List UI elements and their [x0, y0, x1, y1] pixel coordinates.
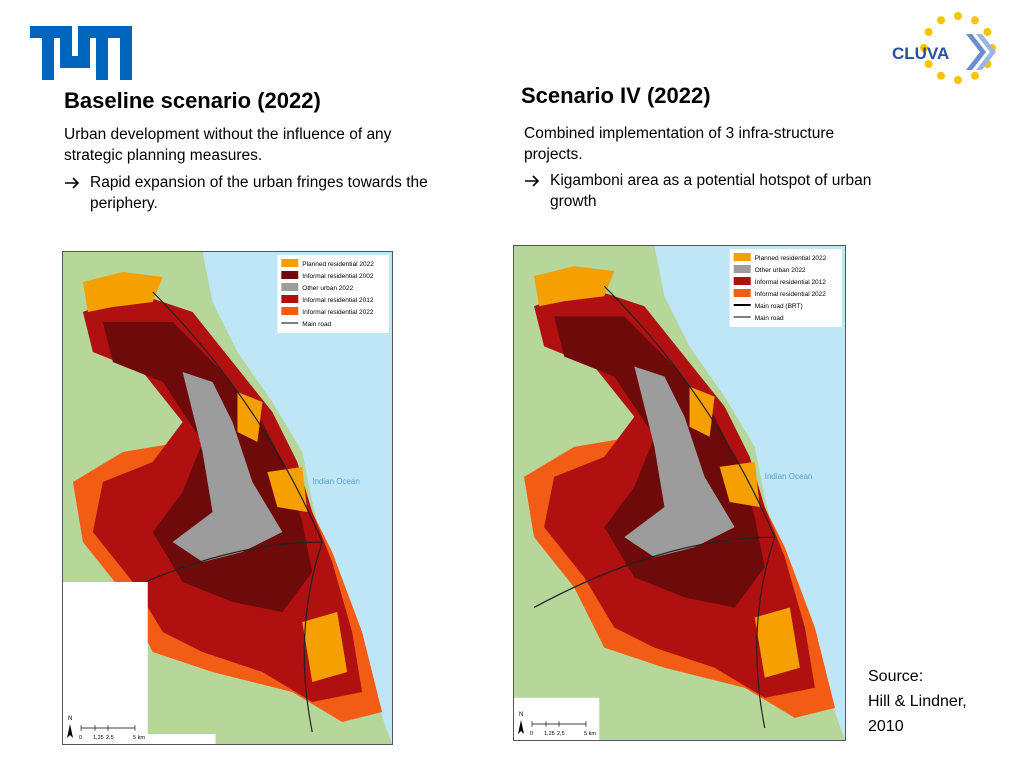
- no-data: [514, 697, 600, 740]
- legend-swatch: [733, 265, 751, 273]
- planned-3: [719, 461, 760, 508]
- ocean-label: Indian Ocean: [765, 472, 813, 481]
- urban-grey: [624, 366, 735, 558]
- scale-label: 5 km: [584, 731, 596, 737]
- source-text: Hill & Lindner, 2010: [868, 693, 967, 735]
- star: [920, 44, 928, 52]
- urban-grey: [172, 372, 283, 562]
- no-data: [63, 582, 148, 744]
- scale-label: 0: [530, 731, 533, 737]
- legend-label: Informal residential 2022: [302, 309, 374, 316]
- legend-swatch: [733, 277, 751, 285]
- legend-label: Main road (BRT): [755, 303, 803, 310]
- legend-label: Other urban 2022: [755, 267, 806, 274]
- star: [983, 28, 992, 36]
- panel-bullet: Kigamboni area as a potential hotspot of…: [520, 170, 900, 212]
- scale-label: 2,5: [106, 735, 114, 741]
- ocean: [654, 246, 845, 740]
- legend-label: Informal residential 2002: [302, 273, 374, 280]
- planned-3: [267, 467, 308, 512]
- star: [924, 28, 933, 36]
- legend-swatch: [281, 259, 299, 267]
- legend-swatch: [281, 307, 299, 315]
- panel-description: Urban development without the influence …: [64, 126, 392, 164]
- legend-swatch: [281, 271, 299, 279]
- arrow-icon: [65, 177, 80, 189]
- scale-label: 1,25: [544, 731, 555, 737]
- scale-label: 5 km: [133, 735, 145, 741]
- scale-label: 2,5: [557, 731, 565, 737]
- panel-title: Baseline scenario (2022): [64, 88, 321, 113]
- legend-swatch: [281, 283, 299, 291]
- legend-label: Main road: [302, 321, 331, 328]
- star: [954, 76, 962, 84]
- planned-4: [754, 607, 800, 678]
- scale-label: 0: [79, 735, 82, 741]
- legend-label: Planned residential 2022: [755, 255, 827, 262]
- arrow-icon: [525, 175, 540, 187]
- planned-4: [302, 612, 348, 682]
- north-arrow: [518, 720, 524, 734]
- scale-label: 1,25: [93, 735, 104, 741]
- source: Source: Hill & Lindner, 2010: [868, 664, 998, 739]
- star: [924, 60, 933, 68]
- legend-label: Planned residential 2022: [302, 261, 374, 268]
- cluva-logo: CLUVA: [892, 12, 996, 84]
- panel-description: Combined implementation of 3 infra-struc…: [524, 125, 835, 163]
- bullet-text: Kigamboni area as a potential hotspot of…: [550, 172, 872, 210]
- legend-label: Informal residential 2022: [755, 291, 827, 298]
- road: [533, 285, 776, 729]
- legend-swatch: [733, 289, 751, 297]
- source-label: Source:: [868, 668, 924, 685]
- star: [937, 71, 945, 80]
- star: [954, 12, 962, 20]
- map: Indian Ocean Planned residential 2022 Othe…: [513, 245, 846, 741]
- panel-bullet: Rapid expansion of the urban fringes tow…: [60, 172, 430, 214]
- ocean-label: Indian Ocean: [312, 477, 360, 486]
- legend: Planned residential 2022 Informal residen…: [277, 255, 390, 333]
- planned-2: [237, 392, 263, 442]
- legend-swatch: [281, 295, 299, 303]
- panel-title: Scenario IV (2022): [521, 83, 711, 108]
- legend-label: Informal residential 2012: [755, 279, 827, 286]
- legend-box: [729, 249, 842, 327]
- map: Indian Ocean Planned residential 2022 Info…: [62, 251, 393, 745]
- planned-2: [689, 386, 715, 437]
- legend-label: Informal residential 2012: [302, 297, 374, 304]
- logo-text: CLUVA: [892, 44, 949, 63]
- north-label: N: [68, 716, 72, 722]
- star: [937, 16, 945, 25]
- north-arrow: [67, 724, 73, 738]
- star: [971, 16, 979, 25]
- legend-box: [277, 255, 390, 333]
- planned-1: [534, 266, 615, 307]
- legend-label: Main road: [755, 315, 784, 322]
- legend-swatch: [733, 253, 751, 261]
- legend-label: Other urban 2022: [302, 285, 353, 292]
- planned-1: [82, 272, 163, 312]
- legend: Planned residential 2022 Other urban 2022…: [729, 249, 842, 327]
- bullet-text: Rapid expansion of the urban fringes tow…: [90, 174, 428, 212]
- no-data: [147, 734, 216, 744]
- tum-logo: [30, 26, 132, 80]
- north-label: N: [519, 712, 523, 718]
- ocean: [202, 252, 392, 744]
- star: [971, 71, 979, 80]
